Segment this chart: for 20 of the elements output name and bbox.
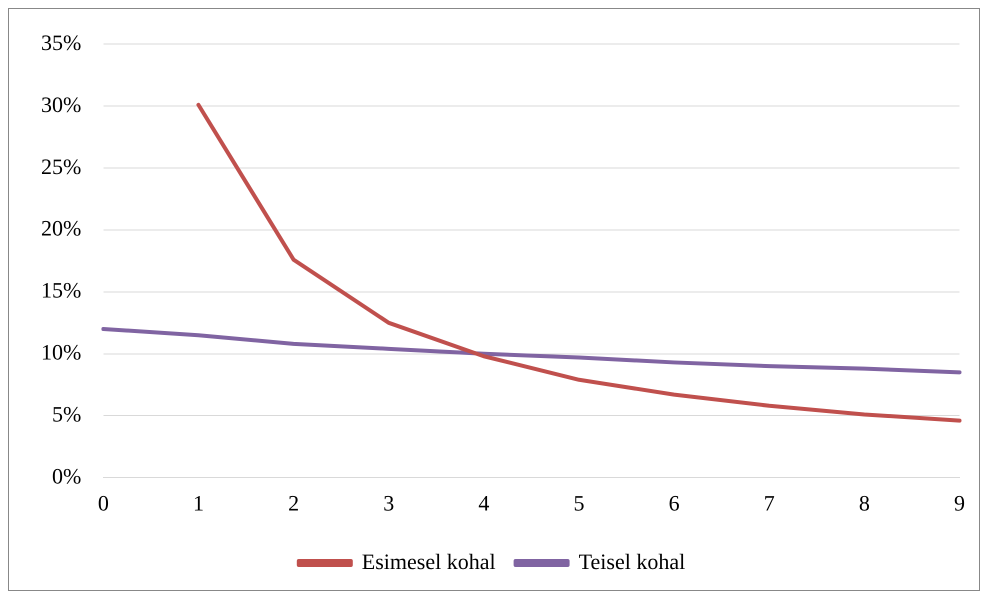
- y-tick-label: 20%: [41, 216, 82, 241]
- y-tick-label: 10%: [41, 340, 82, 365]
- x-tick-label: 6: [668, 490, 680, 516]
- y-tick-label: 0%: [52, 463, 82, 488]
- y-tick-label: 15%: [41, 278, 82, 303]
- legend-label: Esimesel kohal: [362, 548, 496, 574]
- x-tick-label: 4: [478, 490, 490, 516]
- x-tick-label: 2: [288, 490, 300, 516]
- y-tick-label: 35%: [41, 30, 82, 55]
- x-tick-label: 1: [192, 490, 204, 516]
- y-tick-label: 30%: [41, 92, 82, 117]
- x-tick-label: 3: [383, 490, 394, 516]
- legend-label: Teisel kohal: [578, 548, 686, 574]
- x-tick-label: 8: [858, 490, 870, 516]
- x-tick-label: 0: [98, 490, 109, 516]
- x-tick-label: 7: [764, 490, 775, 516]
- y-tick-label: 25%: [41, 154, 82, 179]
- x-tick-label: 9: [954, 490, 965, 516]
- y-tick-label: 5%: [52, 401, 82, 426]
- x-tick-label: 5: [573, 490, 584, 516]
